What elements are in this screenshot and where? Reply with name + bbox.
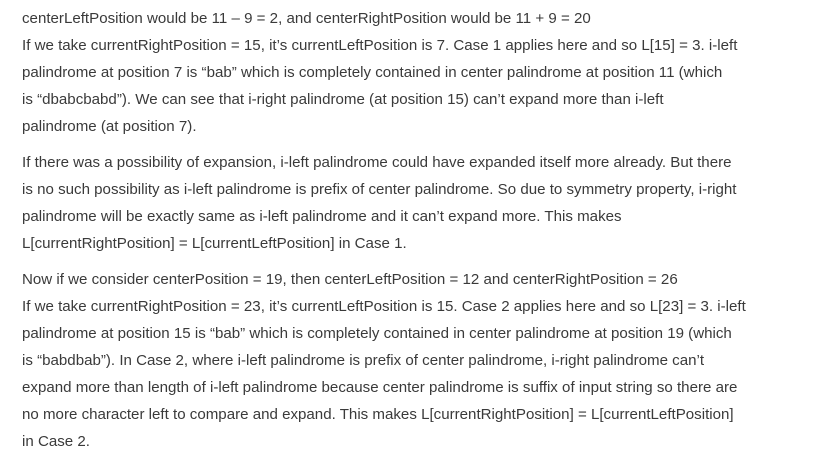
- text-line: no more character left to compare and ex…: [22, 406, 734, 423]
- text-line: palindrome (at position 7).: [22, 118, 197, 135]
- text-line: If we take currentRightPosition = 15, it…: [22, 37, 738, 54]
- text-line: in Case 2.: [22, 433, 90, 450]
- text-line: expand more than length of i-left palind…: [22, 379, 738, 396]
- article-body: centerLeftPosition would be 11 – 9 = 2, …: [22, 0, 812, 455]
- text-line: If there was a possibility of expansion,…: [22, 154, 732, 171]
- paragraph-case-1-example: centerLeftPosition would be 11 – 9 = 2, …: [22, 5, 812, 140]
- text-line: centerLeftPosition would be 11 – 9 = 2, …: [22, 10, 591, 27]
- text-line: If we take currentRightPosition = 23, it…: [22, 298, 746, 315]
- text-line: palindrome will be exactly same as i-lef…: [22, 208, 622, 225]
- text-line: Now if we consider centerPosition = 19, …: [22, 271, 678, 288]
- text-line: L[currentRightPosition] = L[currentLeftP…: [22, 235, 407, 252]
- text-line: is no such possibility as i-left palindr…: [22, 181, 737, 198]
- text-line: is “dbabcbabd”). We can see that i-right…: [22, 91, 664, 108]
- paragraph-case-1-explanation: If there was a possibility of expansion,…: [22, 149, 812, 257]
- paragraph-case-2-example: Now if we consider centerPosition = 19, …: [22, 266, 812, 455]
- text-line: palindrome at position 15 is “bab” which…: [22, 325, 732, 342]
- text-line: palindrome at position 7 is “bab” which …: [22, 64, 723, 81]
- text-line: is “babdbab”). In Case 2, where i-left p…: [22, 352, 705, 369]
